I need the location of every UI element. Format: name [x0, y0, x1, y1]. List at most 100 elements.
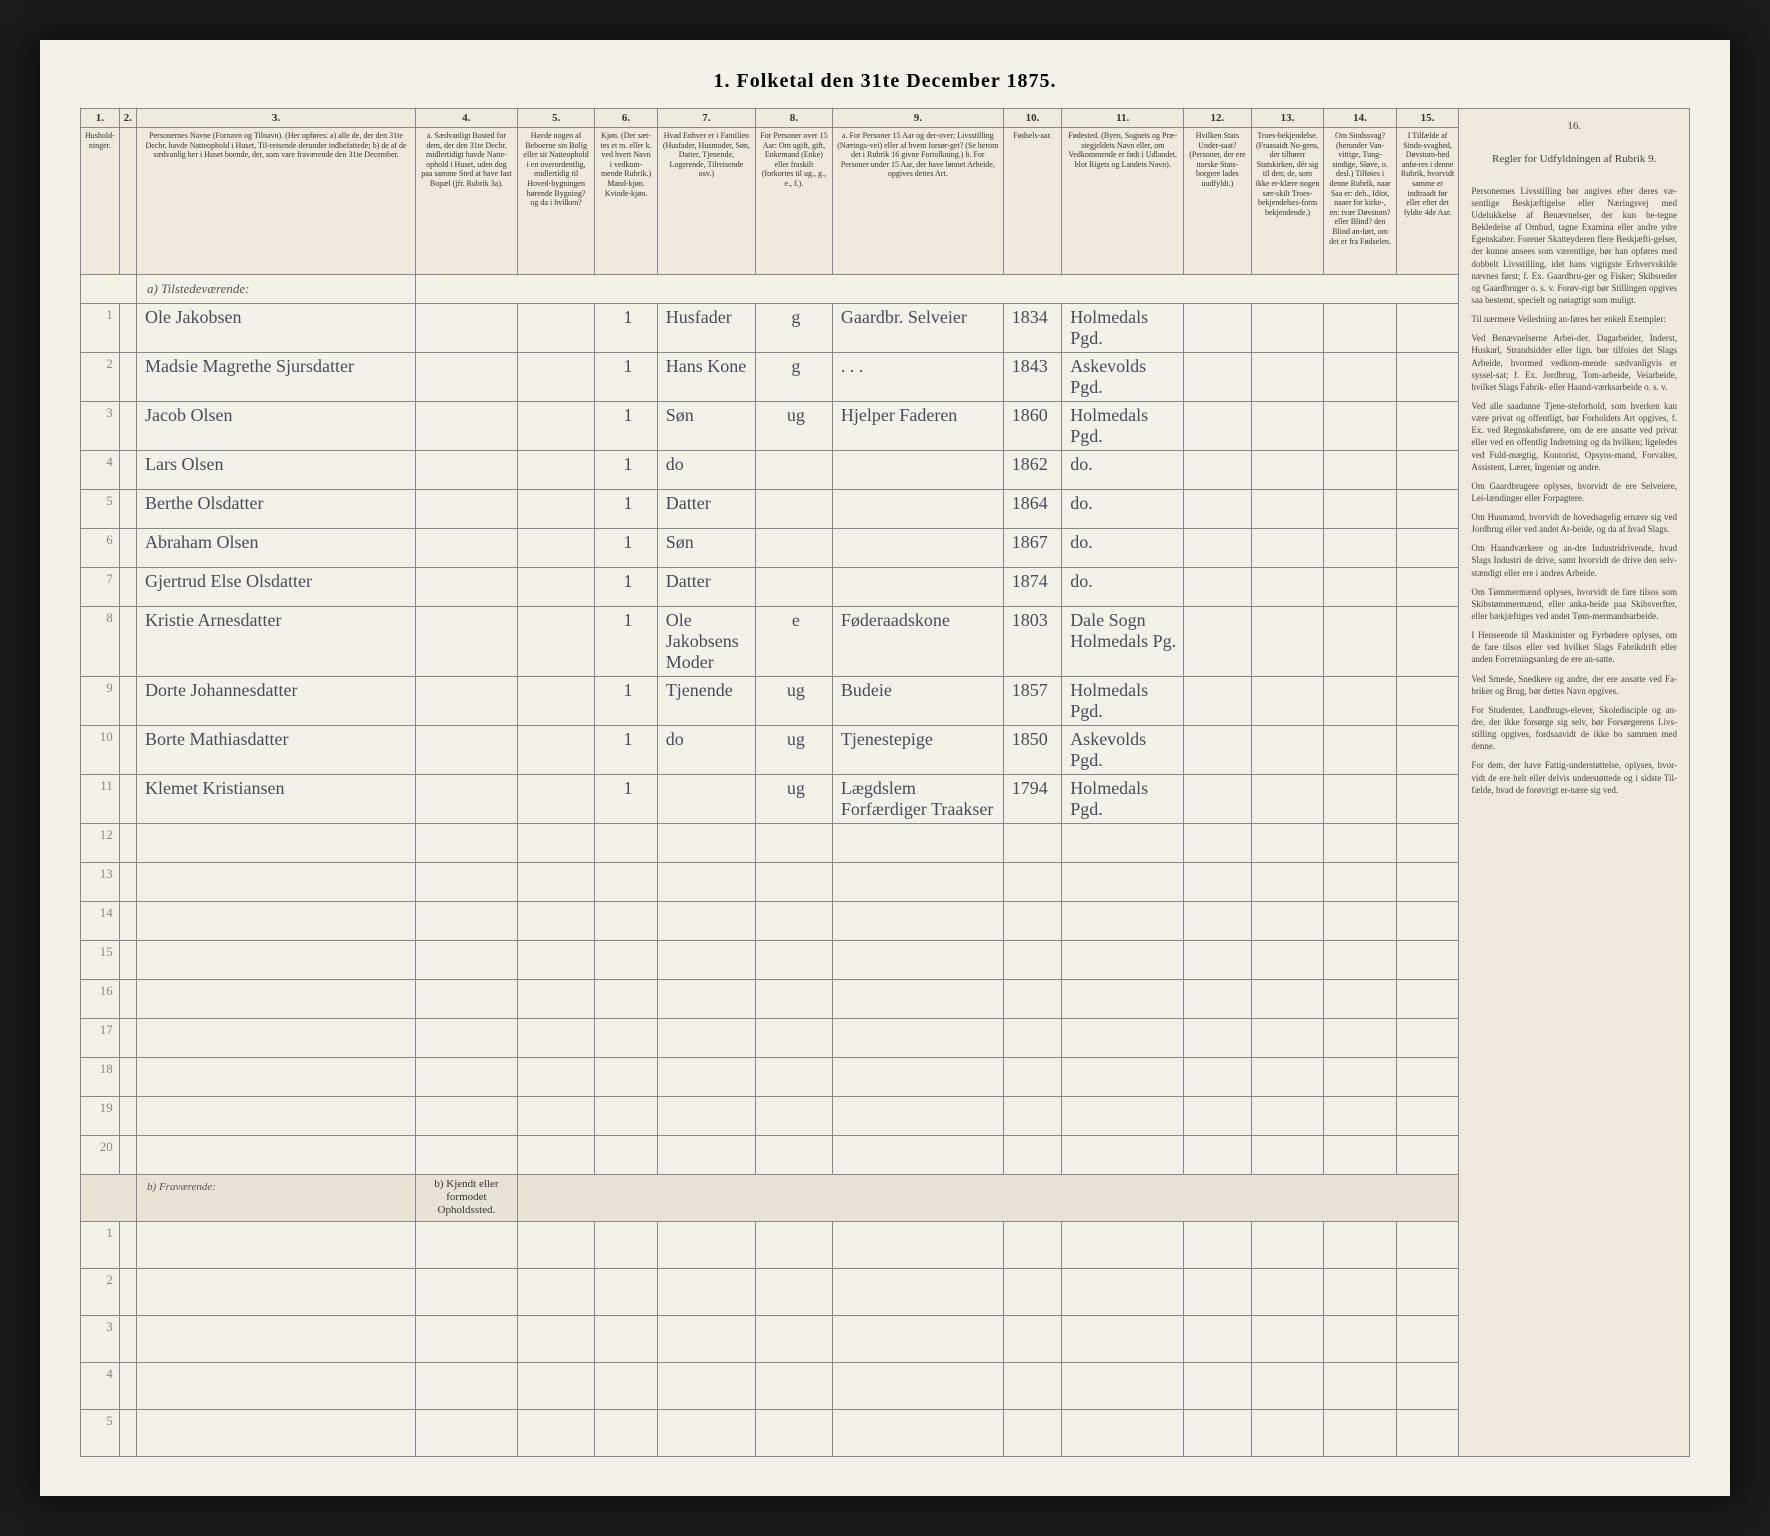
col-num-5: 5.	[517, 109, 595, 128]
row-number: 4	[81, 451, 120, 490]
section-present-row: a) Tilstedeværende:	[81, 275, 1459, 304]
row-number: 9	[81, 677, 120, 726]
birth-year: 1874	[1003, 568, 1061, 607]
birthplace: do.	[1062, 529, 1184, 568]
col-num-6: 6.	[595, 109, 657, 128]
section-absent-label: b) Fraværende:	[137, 1175, 416, 1222]
col-label-14: Om Sindssvag? (herunder Van-vittige, Tun…	[1324, 128, 1396, 275]
rules-p1: Personernes Livsstilling bør angives eft…	[1471, 185, 1677, 306]
sex: 1	[595, 607, 657, 677]
sex: 1	[595, 568, 657, 607]
occupation	[832, 568, 1003, 607]
person-name: Ole Jakobsen	[137, 304, 416, 353]
birth-year: 1862	[1003, 451, 1061, 490]
family-role: do	[657, 726, 755, 775]
sex: 1	[595, 775, 657, 824]
table-row-absent: 3	[81, 1315, 1459, 1362]
birthplace: Askevolds Pgd.	[1062, 353, 1184, 402]
birthplace: Askevolds Pgd.	[1062, 726, 1184, 775]
col-label-15: I Tilfælde af Sinds-svaghed, Døvstum-hed…	[1396, 128, 1459, 275]
rules-p4: Ved alle saadanne Tjene-steforhold, som …	[1471, 400, 1677, 473]
occupation	[832, 490, 1003, 529]
family-role: Datter	[657, 568, 755, 607]
marital: g	[755, 304, 832, 353]
occupation	[832, 451, 1003, 490]
person-name: Lars Olsen	[137, 451, 416, 490]
col-label-7: Hvad Enhver er i Familien (Husfader, Hus…	[657, 128, 755, 275]
table-row-empty: 18	[81, 1058, 1459, 1097]
row-number: 12	[81, 824, 120, 863]
birth-year: 1864	[1003, 490, 1061, 529]
person-name: Borte Mathiasdatter	[137, 726, 416, 775]
col-label-13: Troes-bekjendelse. (Fraasaidt No-gens, d…	[1251, 128, 1324, 275]
sex: 1	[595, 353, 657, 402]
col-label-3: Personernes Navne (Fornavn og Tilnavn). …	[137, 128, 416, 275]
sex: 1	[595, 490, 657, 529]
birth-year: 1794	[1003, 775, 1061, 824]
occupation: Tjenestepige	[832, 726, 1003, 775]
table-row-empty: 13	[81, 863, 1459, 902]
sex: 1	[595, 726, 657, 775]
person-name: Gjertrud Else Olsdatter	[137, 568, 416, 607]
marital: ug	[755, 677, 832, 726]
column-number-row: 1. 2. 3. 4. 5. 6. 7. 8. 9. 10. 11. 12. 1…	[81, 109, 1459, 128]
row-number: 17	[81, 1019, 120, 1058]
person-name: Jacob Olsen	[137, 402, 416, 451]
occupation: Gaardbr. Selveier	[832, 304, 1003, 353]
table-row-absent: 1	[81, 1221, 1459, 1268]
census-tbody: a) Tilstedeværende: 1 Ole Jakobsen 1 Hus…	[81, 275, 1459, 1457]
table-row-empty: 15	[81, 941, 1459, 980]
rules-col-num: 16.	[1471, 119, 1677, 142]
birth-year: 1857	[1003, 677, 1061, 726]
marital	[755, 451, 832, 490]
col-num-7: 7.	[657, 109, 755, 128]
table-row-empty: 20	[81, 1136, 1459, 1175]
table-row: 11 Klemet Kristiansen 1 ug Lægdslem Forf…	[81, 775, 1459, 824]
occupation: . . .	[832, 353, 1003, 402]
person-name: Berthe Olsdatter	[137, 490, 416, 529]
birthplace: Holmedals Pgd.	[1062, 304, 1184, 353]
rules-p7: Om Haandværkere og an-dre Industridriven…	[1471, 542, 1677, 578]
family-role: Ole Jakobsens Moder	[657, 607, 755, 677]
row-number: 2	[81, 1268, 120, 1315]
col-num-14: 14.	[1324, 109, 1396, 128]
row-number: 1	[81, 1221, 120, 1268]
rules-p5: Om Gaardbrugere oplyses, hvorvidt de ere…	[1471, 480, 1677, 504]
marital: ug	[755, 775, 832, 824]
row-number: 5	[81, 490, 120, 529]
family-role: Tjenende	[657, 677, 755, 726]
table-row: 4 Lars Olsen 1 do 1862 do.	[81, 451, 1459, 490]
row-number: 3	[81, 402, 120, 451]
section-present-label: a) Tilstedeværende:	[137, 275, 416, 304]
row-number: 15	[81, 941, 120, 980]
marital: ug	[755, 402, 832, 451]
person-name: Kristie Arnesdatter	[137, 607, 416, 677]
col-label-8: For Personer over 15 Aar: Om ugift, gift…	[755, 128, 832, 275]
sex: 1	[595, 402, 657, 451]
family-role: Søn	[657, 402, 755, 451]
col-num-8: 8.	[755, 109, 832, 128]
absent-col4-label: b) Kjendt eller formodet Opholdssted.	[416, 1175, 518, 1222]
person-name: Abraham Olsen	[137, 529, 416, 568]
table-row: 1 Ole Jakobsen 1 Husfader g Gaardbr. Sel…	[81, 304, 1459, 353]
col-label-6: Kjøn. (Der sæt-tes et m. eller k. ved hv…	[595, 128, 657, 275]
table-row: 8 Kristie Arnesdatter 1 Ole Jakobsens Mo…	[81, 607, 1459, 677]
sex: 1	[595, 529, 657, 568]
col-label-12: Hvilken Stats Under-saat? (Personer, der…	[1184, 128, 1251, 275]
rules-p6: Om Husmænd, hvorvidt de hovedsagelig ern…	[1471, 511, 1677, 535]
col-label-10: Fødsels-aar.	[1003, 128, 1061, 275]
marital	[755, 568, 832, 607]
col-num-11: 11.	[1062, 109, 1184, 128]
row-number: 1	[81, 304, 120, 353]
person-name: Madsie Magrethe Sjursdatter	[137, 353, 416, 402]
row-number: 2	[81, 353, 120, 402]
col-label-5: Havde nogen af Beboerne sin Bolig eller …	[517, 128, 595, 275]
table-row-empty: 17	[81, 1019, 1459, 1058]
table-row-absent: 5	[81, 1409, 1459, 1456]
birthplace: do.	[1062, 568, 1184, 607]
birthplace: do.	[1062, 451, 1184, 490]
row-number: 19	[81, 1097, 120, 1136]
col-num-12: 12.	[1184, 109, 1251, 128]
marital: e	[755, 607, 832, 677]
rules-p3: Ved Benævnelserne Arbei-der, Dagarbeider…	[1471, 332, 1677, 393]
